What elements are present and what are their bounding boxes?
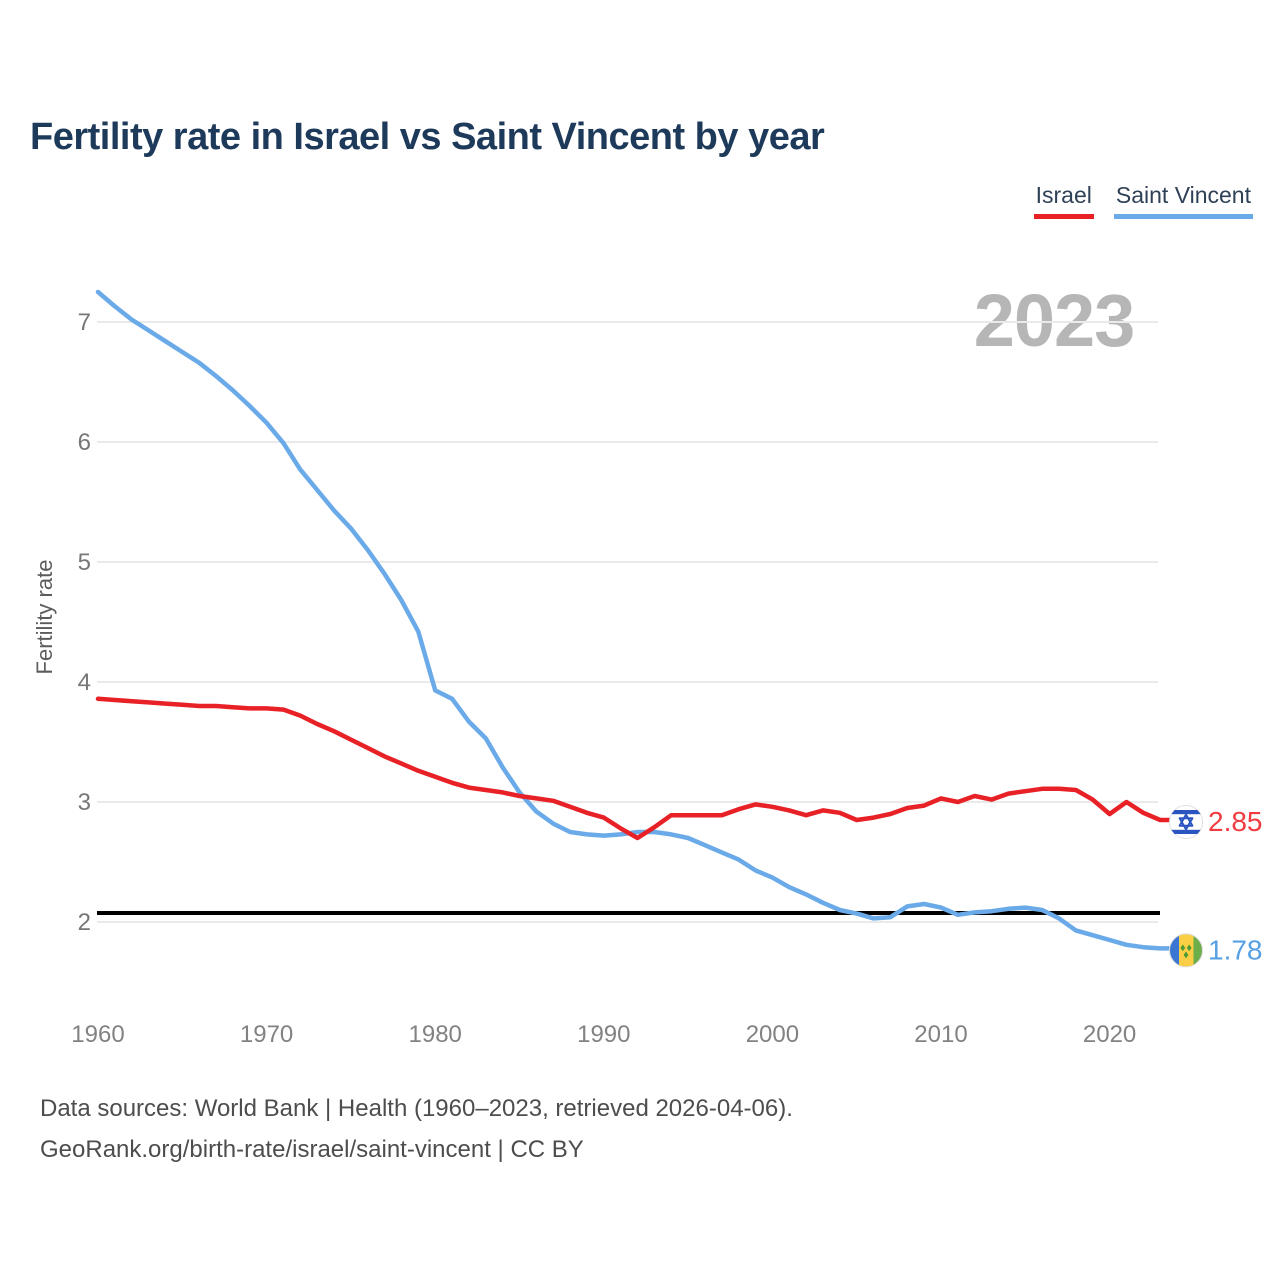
legend-item-saint-vincent[interactable]: Saint Vincent [1113, 182, 1253, 219]
y-tick-label: 5 [78, 549, 91, 576]
y-tick-label: 4 [78, 669, 91, 696]
y-axis-title: Fertility rate [32, 560, 57, 675]
saint-vincent-end-value-label: 1.78 [1208, 934, 1263, 965]
x-tick-label: 1970 [240, 1021, 293, 1048]
x-tick-label: 2020 [1083, 1021, 1136, 1048]
x-tick-label: 1960 [71, 1021, 124, 1048]
x-tick-label: 1990 [577, 1021, 630, 1048]
y-tick-label: 7 [78, 309, 91, 336]
legend: Israel Saint Vincent [1033, 182, 1253, 219]
data-source-text: Data sources: World Bank | Health (1960–… [40, 1095, 793, 1122]
x-tick-label: 1980 [409, 1021, 462, 1048]
saint-vincent-flag-icon [1169, 933, 1203, 968]
israel-end-value-label: 2.85 [1208, 806, 1263, 837]
series-line-israel[interactable] [95, 696, 1173, 841]
y-tick-label: 3 [78, 789, 91, 816]
israel-flag-icon [1169, 805, 1203, 839]
y-tick-label: 6 [78, 429, 91, 456]
series-line-saint-vincent[interactable] [95, 289, 1173, 951]
chart-footer: Data sources: World Bank | Health (1960–… [40, 1088, 793, 1170]
x-tick-label: 2010 [914, 1021, 967, 1048]
page-title: Fertility rate in Israel vs Saint Vincen… [30, 116, 825, 158]
x-tick-label: 2000 [746, 1021, 799, 1048]
y-tick-label: 2 [78, 909, 91, 936]
watermark-year: 2023 [974, 279, 1135, 362]
legend-item-israel[interactable]: Israel [1033, 182, 1094, 219]
source-url-text: GeoRank.org/birth-rate/israel/saint-vinc… [40, 1136, 584, 1163]
